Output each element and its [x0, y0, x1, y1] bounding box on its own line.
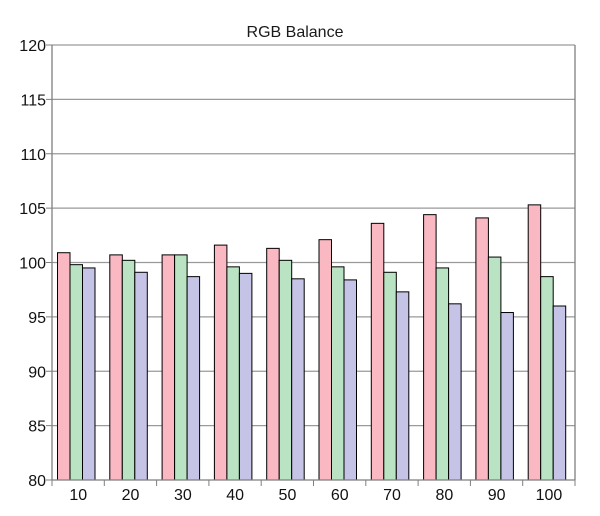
y-tick-label: 95 — [28, 310, 46, 327]
bar — [226, 266, 240, 481]
y-tick-label: 120 — [19, 38, 46, 55]
bar — [370, 222, 385, 481]
bar — [291, 278, 305, 481]
x-tick-label: 100 — [536, 487, 563, 504]
bar — [238, 272, 253, 481]
bar — [448, 303, 462, 481]
bar — [540, 276, 554, 481]
bar — [161, 254, 176, 481]
y-tick-label: 115 — [20, 92, 46, 109]
x-tick-label: 30 — [174, 487, 192, 504]
bar — [213, 244, 228, 481]
bar — [423, 214, 437, 481]
bar — [552, 305, 567, 481]
x-tick-label: 40 — [226, 487, 244, 504]
bar — [487, 256, 502, 481]
bar — [435, 267, 450, 481]
x-tick-label: 90 — [488, 487, 506, 504]
bar — [82, 267, 96, 481]
y-tick-label: 90 — [28, 364, 46, 381]
bar — [57, 252, 71, 481]
y-tick-label: 80 — [28, 473, 46, 490]
bar — [174, 254, 188, 481]
y-tick-label: 85 — [28, 419, 46, 436]
bar — [343, 279, 357, 481]
x-tick-label: 70 — [383, 487, 401, 504]
bar — [500, 312, 514, 481]
bar — [331, 266, 345, 481]
y-tick-label: 110 — [20, 147, 46, 164]
bar — [69, 264, 83, 481]
bar — [475, 217, 489, 481]
x-tick-label: 50 — [279, 487, 297, 504]
bar — [395, 291, 410, 481]
bar — [527, 204, 542, 481]
bar — [134, 271, 148, 481]
tick-labels: 80 85 90 95 100 105 110 115 120 10 20 30 40 50 60 70 80 9… — [19, 38, 562, 504]
bar — [383, 271, 397, 481]
bar — [318, 239, 332, 481]
y-tick-label: 105 — [19, 201, 46, 218]
bar — [186, 276, 201, 481]
chart-title: RGB Balance — [247, 24, 344, 41]
axes — [46, 44, 576, 486]
bar — [266, 247, 280, 481]
x-tick-label: 10 — [69, 487, 87, 504]
x-tick-label: 20 — [122, 487, 140, 504]
bar — [278, 259, 293, 481]
bars — [57, 204, 567, 481]
x-tick-label: 60 — [331, 487, 349, 504]
y-tick-label: 100 — [19, 256, 46, 273]
x-tick-label: 80 — [435, 487, 453, 504]
bar — [109, 254, 123, 481]
bar — [121, 259, 136, 481]
